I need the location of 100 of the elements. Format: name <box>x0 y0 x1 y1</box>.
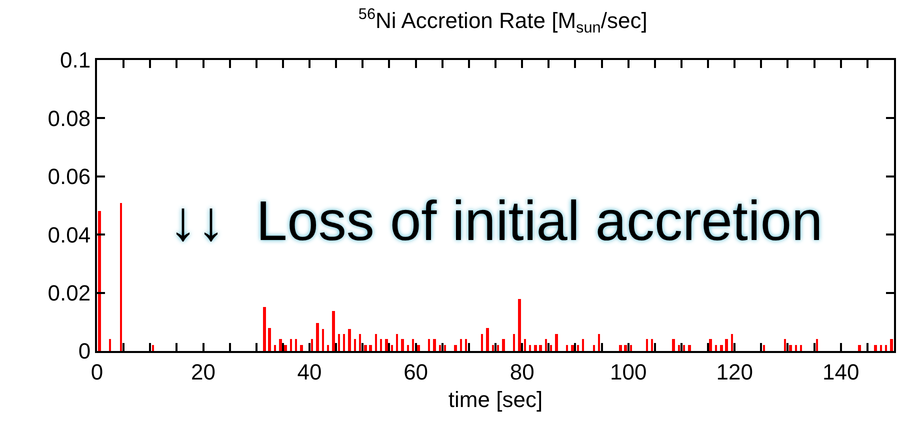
y-tick-label: 0.04 <box>48 222 91 248</box>
bar <box>263 307 266 351</box>
bar <box>880 345 882 351</box>
bar <box>109 339 111 351</box>
chart-title: $^{56}$Ni Accretion Rate [M$_{sun}$/sec] <box>358 6 648 37</box>
x-tick-label: 20 <box>191 359 216 384</box>
bar <box>550 345 552 351</box>
bar <box>380 339 382 351</box>
bar <box>795 345 797 351</box>
bar <box>709 339 712 351</box>
bar <box>391 345 393 351</box>
bar <box>465 339 467 351</box>
bar <box>444 345 446 351</box>
bar <box>338 334 340 351</box>
bar <box>566 345 568 351</box>
bar <box>316 323 319 351</box>
bar <box>492 345 494 351</box>
bar <box>624 345 627 351</box>
bar <box>651 339 653 351</box>
bar <box>800 345 802 351</box>
bar <box>279 339 282 351</box>
bar <box>539 345 542 351</box>
x-tick-label: 80 <box>510 359 534 384</box>
bar <box>120 203 122 351</box>
bar <box>678 345 680 351</box>
bar <box>268 328 271 351</box>
bar <box>646 339 648 351</box>
bar <box>582 339 584 351</box>
bar <box>725 339 728 351</box>
bar <box>290 339 292 351</box>
bar <box>683 345 685 351</box>
bar <box>593 345 595 351</box>
bar <box>486 328 489 351</box>
bar <box>407 345 409 351</box>
bar <box>529 345 531 351</box>
bar <box>885 345 887 351</box>
x-axis-title: time [sec] <box>448 386 543 412</box>
bar <box>619 345 622 351</box>
bar <box>369 345 372 351</box>
x-tick-label: 100 <box>610 359 647 384</box>
bar <box>460 339 462 351</box>
y-tick-label: 0.1 <box>60 48 91 73</box>
bar <box>375 334 377 351</box>
bar <box>555 334 558 351</box>
bar <box>571 345 574 351</box>
bar <box>439 345 441 351</box>
bar <box>364 345 367 351</box>
y-tick-label: 0 <box>78 338 91 364</box>
x-tick-label: 60 <box>404 359 428 384</box>
bar <box>295 339 297 351</box>
bar <box>502 339 505 351</box>
bar <box>688 345 691 351</box>
bar <box>816 339 818 351</box>
bar <box>332 311 335 351</box>
bar <box>731 334 733 351</box>
annotation: ↓↓ Loss of initial accretion <box>169 189 823 252</box>
bar <box>385 339 388 351</box>
bar <box>300 345 303 351</box>
bar <box>401 339 404 351</box>
bar <box>274 345 276 351</box>
bar <box>789 345 792 351</box>
bar <box>497 345 499 351</box>
bar <box>454 345 457 351</box>
x-tick-label: 120 <box>716 359 753 384</box>
y-tick-label: 0.08 <box>48 106 91 131</box>
bar <box>577 345 579 351</box>
bar <box>311 339 313 351</box>
bar <box>348 329 351 351</box>
bar <box>763 345 765 351</box>
bar <box>598 334 600 351</box>
bar <box>98 211 101 351</box>
bar <box>412 339 414 351</box>
bar <box>524 339 526 351</box>
bar <box>890 339 893 351</box>
bar <box>481 334 483 351</box>
x-tick-label: 40 <box>297 359 322 384</box>
bar <box>784 339 786 351</box>
bar <box>343 334 345 351</box>
bar <box>630 345 632 351</box>
bar <box>715 345 717 351</box>
y-tick-label: 0.06 <box>48 164 91 190</box>
bar <box>534 345 537 351</box>
bar <box>152 345 154 351</box>
bar <box>874 345 877 351</box>
bar <box>396 334 398 351</box>
bar <box>858 345 861 351</box>
bar <box>359 334 361 351</box>
bar <box>545 339 547 351</box>
bar <box>354 339 356 351</box>
bar <box>720 345 723 351</box>
bar <box>428 339 430 351</box>
bar <box>433 339 436 351</box>
bar <box>417 345 420 351</box>
bar <box>284 345 287 351</box>
y-tick-label: 0.02 <box>48 280 91 306</box>
x-tick-label: 140 <box>822 359 860 384</box>
bar <box>513 334 515 351</box>
bar <box>672 339 675 351</box>
bar <box>327 345 329 351</box>
bar <box>322 329 324 351</box>
